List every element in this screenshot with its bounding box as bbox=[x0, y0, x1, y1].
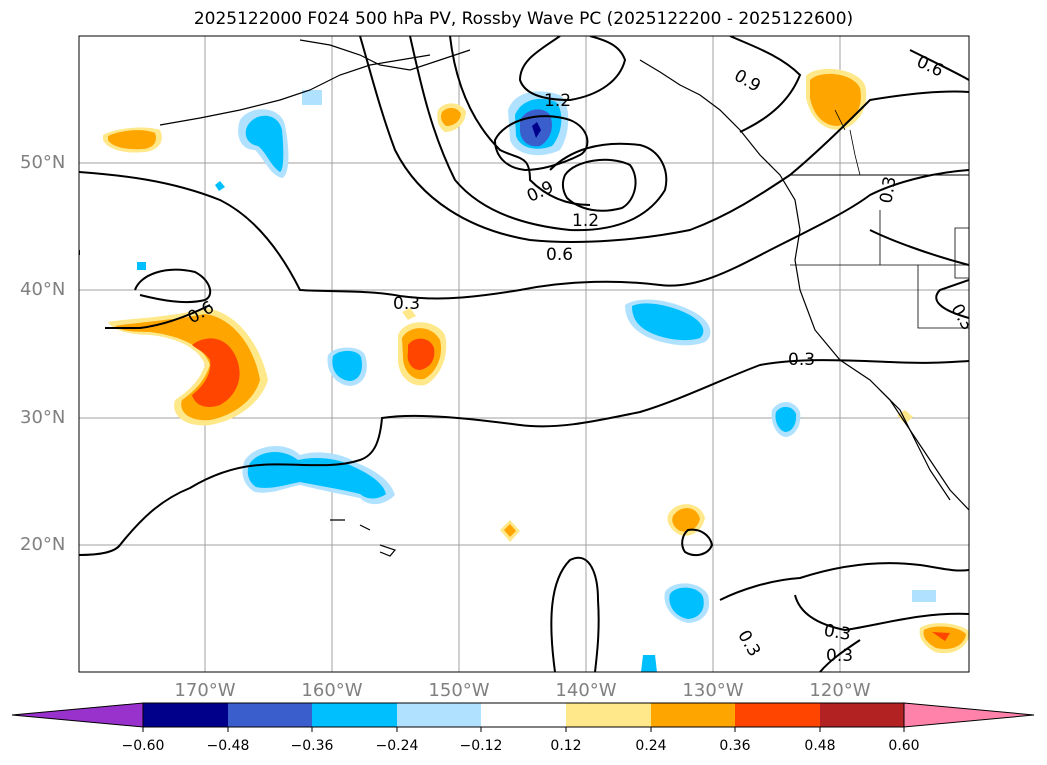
colorbar-tick-label: 0.12 bbox=[550, 738, 582, 754]
colorbar-tick-label: 0.60 bbox=[888, 738, 920, 754]
contour-label: 0.3 bbox=[393, 294, 420, 314]
lon-label-170w: 170°W bbox=[174, 680, 236, 701]
colorbar-tick-label: −0.48 bbox=[206, 738, 250, 754]
contour-label: 1.2 bbox=[572, 211, 599, 231]
contour-label: 0.3 bbox=[826, 646, 853, 666]
contour-label: 0.3 bbox=[822, 621, 852, 645]
lat-label-40n: 40°N bbox=[20, 279, 66, 300]
contour-label: 0.3 bbox=[876, 175, 900, 205]
colorbar bbox=[11, 702, 1035, 732]
lat-label-30n: 30°N bbox=[20, 407, 66, 428]
positive-anomalies bbox=[103, 68, 969, 654]
colorbar-tick-label: 0.48 bbox=[804, 738, 836, 754]
colorbar-tick-label: 0.24 bbox=[635, 738, 667, 754]
colorbar-tick-label: −0.24 bbox=[375, 738, 419, 754]
map-title: 2025122000 F024 500 hPa PV, Rossby Wave … bbox=[193, 9, 854, 29]
colorbar-tick-label: −0.12 bbox=[459, 738, 503, 754]
colorbar-tick-label: −0.36 bbox=[290, 738, 334, 754]
colorbar-tick-label: −0.60 bbox=[121, 738, 165, 754]
lat-label-20n: 20°N bbox=[20, 534, 66, 555]
lon-label-120w: 120°W bbox=[809, 680, 871, 701]
contour-label: 1.2 bbox=[544, 91, 571, 111]
colorbar-tick-label: 0.36 bbox=[719, 738, 751, 754]
lon-label-150w: 150°W bbox=[428, 680, 490, 701]
negative-anomalies bbox=[137, 90, 936, 672]
pv-contours bbox=[79, 36, 969, 672]
lon-label-140w: 140°W bbox=[555, 680, 617, 701]
lat-label-50n: 50°N bbox=[20, 152, 66, 173]
lon-label-160w: 160°W bbox=[301, 680, 363, 701]
lon-label-130w: 130°W bbox=[682, 680, 744, 701]
coastlines bbox=[159, 39, 969, 557]
contour-label: 0.6 bbox=[546, 245, 573, 265]
plot-frame bbox=[78, 35, 970, 673]
contour-label: 0.3 bbox=[788, 350, 815, 370]
